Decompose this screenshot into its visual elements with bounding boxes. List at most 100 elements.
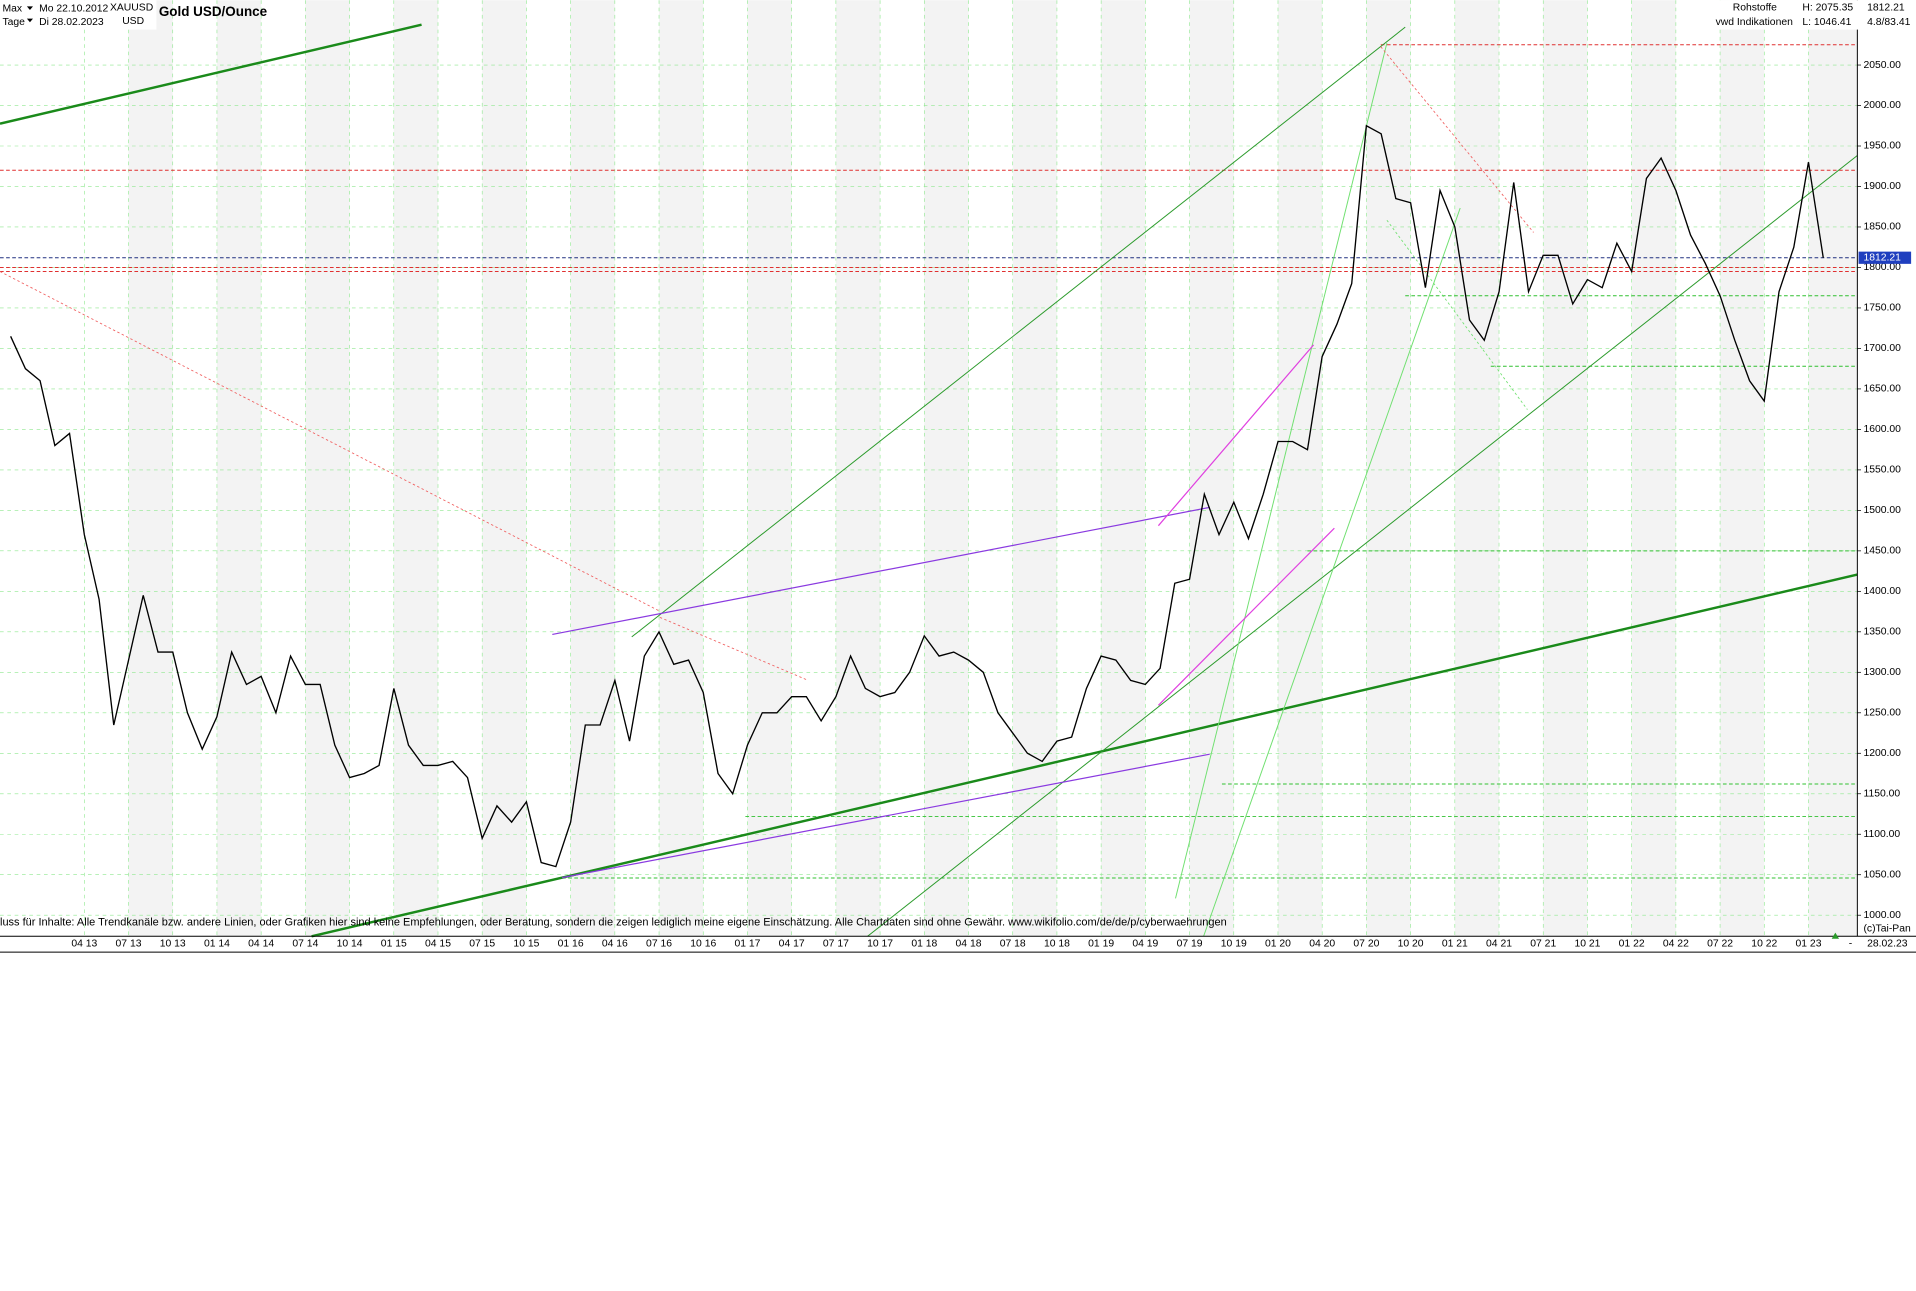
x-tick-label: 10 22 (1751, 938, 1777, 949)
x-tick-label: 01 23 (1796, 938, 1822, 949)
x-tick-label: 04 15 (425, 938, 451, 949)
x-tick-label: 04 13 (71, 938, 97, 949)
axis-date: 28.02.23 (1867, 938, 1908, 949)
grid-band (393, 0, 438, 937)
chart-title: Gold USD/Ounce (159, 4, 268, 19)
x-tick-label: 10 21 (1574, 938, 1600, 949)
x-tick-label: 04 14 (248, 938, 274, 949)
x-tick-label: 04 20 (1309, 938, 1335, 949)
trend-line (1386, 219, 1528, 410)
marker-icon (1831, 932, 1840, 939)
x-tick-label: 01 22 (1619, 938, 1645, 949)
trend-line (1203, 207, 1461, 937)
disclaimer: luss für Inhalte: Alle Trendkanäle bzw. … (0, 917, 1227, 929)
x-tick-label: 10 20 (1398, 938, 1424, 949)
y-tick-label: 1250.00 (1863, 708, 1901, 719)
grid-band (659, 0, 704, 937)
x-tick-label: 01 21 (1442, 938, 1468, 949)
x-tick-label: 01 14 (204, 938, 230, 949)
start-date: Mo 22.10.2012 (39, 4, 108, 15)
x-tick-label: 04 18 (956, 938, 982, 949)
grid (0, 0, 1858, 937)
price-line (10, 124, 1824, 868)
x-tick-label: 07 17 (823, 938, 849, 949)
x-tick-label: 10 15 (513, 938, 539, 949)
grid-band (305, 0, 350, 937)
y-tick-label: 1850.00 (1863, 222, 1901, 233)
grid-band (1631, 0, 1676, 937)
x-tick-label: 10 14 (337, 938, 363, 949)
range-label[interactable]: Max (2, 4, 22, 15)
x-tick-label: 10 18 (1044, 938, 1070, 949)
trend-line (631, 26, 1406, 638)
x-tick-label: 10 16 (690, 938, 716, 949)
dropdown-icon[interactable] (26, 6, 33, 11)
header-box (1710, 0, 1916, 30)
trend-line (561, 753, 1210, 879)
y-tick-label: 1950.00 (1863, 141, 1901, 152)
price-tag: 1812.21 (1863, 252, 1901, 263)
x-tick-label: 07 13 (116, 938, 142, 949)
trend-line (0, 271, 661, 612)
x-tick-label: 07 18 (1000, 938, 1026, 949)
x-tick-label: 07 14 (292, 938, 318, 949)
x-tick-label: 04 21 (1486, 938, 1512, 949)
x-tick-label: 01 18 (911, 938, 937, 949)
y-tick-label: 1800.00 (1863, 262, 1901, 273)
y-tick-label: 1450.00 (1863, 546, 1901, 557)
x-tick-label: 01 17 (734, 938, 760, 949)
copyright: (c)Tai-Pan (1863, 924, 1911, 935)
x-tick-label: 10 19 (1221, 938, 1247, 949)
y-tick-label: 1550.00 (1863, 465, 1901, 476)
x-tick-label: 07 15 (469, 938, 495, 949)
grid-band (216, 0, 262, 937)
grid-band (1277, 0, 1323, 937)
info-group: Rohstoffe (1733, 2, 1777, 13)
trend-line (659, 616, 807, 681)
grid-band (924, 0, 969, 937)
grid-band (1366, 0, 1411, 937)
symbol: XAUUSD (110, 2, 153, 13)
price-tag-box (1858, 251, 1912, 264)
x-tick-label: 01 19 (1088, 938, 1114, 949)
y-tick-label: 1650.00 (1863, 384, 1901, 395)
info-last: 1812.21 (1867, 2, 1905, 13)
x-tick-label: 07 22 (1707, 938, 1733, 949)
period-label[interactable]: Tage (2, 17, 25, 28)
y-tick-label: 1350.00 (1863, 627, 1901, 638)
info-high: H: 2075.35 (1802, 2, 1853, 13)
header-box (0, 0, 157, 30)
y-tick-label: 1050.00 (1863, 869, 1901, 880)
x-tick-label: 04 19 (1132, 938, 1158, 949)
grid-band (835, 0, 881, 937)
grid-band (747, 0, 792, 937)
trend-line (1380, 46, 1534, 233)
trend-line (1175, 42, 1388, 899)
y-tick-label: 1900.00 (1863, 181, 1901, 192)
grid-band (1454, 0, 1500, 937)
y-tick-label: 1200.00 (1863, 748, 1901, 759)
grid-band (128, 0, 173, 937)
x-tick-label: 10 17 (867, 938, 893, 949)
trend-line (0, 23, 422, 125)
grid-band (1808, 0, 1858, 937)
dropdown-icon[interactable] (26, 18, 33, 23)
y-tick-label: 1300.00 (1863, 667, 1901, 678)
info-change: 4.8/83.41 (1867, 17, 1910, 28)
trend-line (311, 573, 1858, 938)
info-source: vwd Indikationen (1716, 17, 1794, 28)
x-tick-label: 01 16 (558, 938, 584, 949)
grid-band (1012, 0, 1057, 937)
x-tick-label: 04 22 (1663, 938, 1689, 949)
y-tick-label: 1750.00 (1863, 303, 1901, 314)
x-tick-label: 07 19 (1177, 938, 1203, 949)
trend-line (1157, 344, 1315, 527)
grid-band (482, 0, 527, 937)
x-tick-label: 01 20 (1265, 938, 1291, 949)
y-tick-label: 1000.00 (1863, 910, 1901, 921)
trend-line (867, 155, 1858, 937)
y-tick-label: 1600.00 (1863, 424, 1901, 435)
axis-dash: - (1849, 938, 1852, 949)
